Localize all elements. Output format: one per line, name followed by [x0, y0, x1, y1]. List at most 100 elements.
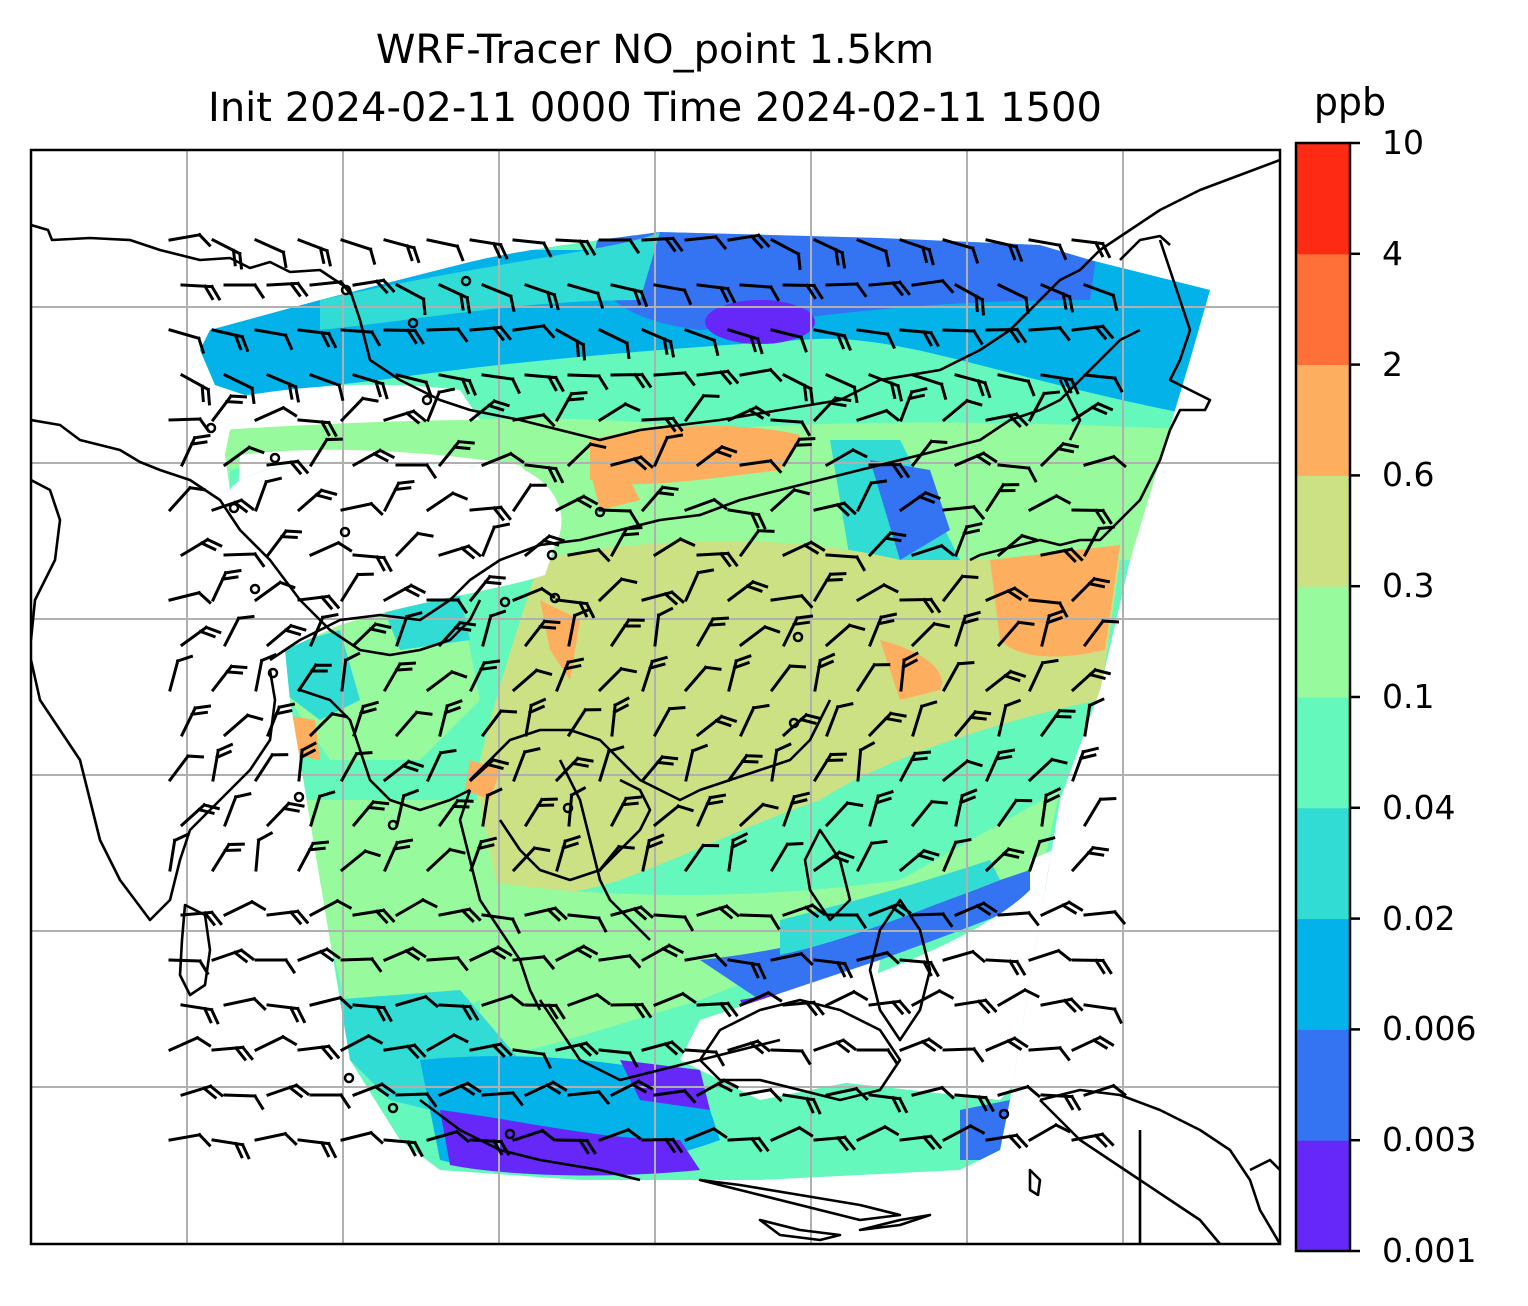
colorbar-tick-label: 0.001 — [1382, 1231, 1477, 1270]
wind-barb — [867, 711, 907, 738]
wind-barb — [610, 372, 653, 389]
wind-barb — [309, 373, 345, 402]
wind-barb — [781, 712, 823, 738]
calm-wind-circle — [407, 317, 419, 329]
wind-barb — [266, 459, 310, 476]
wind-barb — [555, 657, 585, 692]
wind-barb — [511, 483, 547, 513]
wind-barb — [168, 832, 190, 872]
wind-barb — [554, 390, 588, 423]
wind-barb — [770, 742, 792, 782]
calm-wind-circle — [340, 284, 352, 296]
wind-barb — [997, 698, 1022, 737]
wind-barb — [266, 909, 310, 926]
wind-barb — [825, 702, 854, 737]
wind-barb — [211, 1138, 251, 1160]
wind-barb — [770, 328, 808, 353]
calm-wind-circle — [387, 1102, 399, 1114]
wind-barb — [1071, 746, 1100, 782]
calm-wind-circle — [343, 1072, 355, 1084]
wind-barb — [942, 504, 986, 521]
wind-barb — [523, 619, 561, 648]
wind-barb — [812, 752, 847, 783]
wind-barb — [512, 1048, 552, 1070]
wind-barb — [996, 798, 1033, 828]
wind-barb — [179, 625, 222, 648]
calm-wind-circle — [387, 819, 399, 831]
wind-barb — [695, 444, 738, 468]
wind-barb — [168, 958, 210, 976]
wind-barb — [1028, 836, 1056, 872]
wind-barb — [554, 944, 599, 963]
wind-barb — [825, 553, 867, 572]
wind-barb — [382, 759, 425, 783]
wind-barb — [352, 553, 393, 573]
wind-barb — [266, 373, 301, 403]
wind-barb — [168, 416, 211, 433]
wind-barb — [555, 238, 597, 257]
wind-barb — [566, 442, 607, 468]
wind-barb — [437, 620, 477, 648]
wind-barb — [739, 283, 781, 302]
wind-barb — [438, 1003, 480, 1022]
wind-barb — [352, 908, 396, 925]
wind-barb — [684, 743, 709, 782]
wind-barb — [383, 1043, 427, 1060]
wind-barb — [468, 574, 506, 603]
wind-barb — [954, 522, 983, 557]
wind-barbs — [167, 232, 1127, 1160]
wind-barb — [855, 479, 888, 513]
wind-barb — [382, 661, 416, 693]
wind-barb — [297, 1044, 341, 1061]
wind-barb — [770, 951, 814, 966]
colorbar-tick-label: 0.006 — [1382, 1009, 1477, 1049]
wind-barb — [426, 748, 457, 782]
wind-barb — [856, 238, 891, 268]
wind-barb — [222, 713, 264, 738]
wind-barb — [1027, 493, 1072, 513]
wind-barb — [985, 748, 1016, 782]
wind-barb — [351, 799, 390, 828]
wind-barb — [296, 488, 338, 513]
wind-barb — [640, 485, 679, 513]
wind-barb — [899, 1134, 943, 1151]
wind-barb — [597, 666, 638, 693]
wind-barb — [856, 950, 900, 965]
wind-barb — [856, 1047, 899, 1065]
wind-barb — [211, 1045, 255, 1062]
wind-barb — [597, 402, 641, 423]
wind-barb — [339, 1033, 384, 1053]
wind-barb — [954, 1093, 995, 1113]
wind-barb — [770, 418, 812, 437]
wind-barb — [739, 990, 783, 1007]
wind-barb — [394, 710, 433, 738]
wind-barb — [598, 953, 642, 969]
wind-barb — [898, 750, 932, 783]
wind-barb — [738, 624, 781, 648]
wind-barb — [942, 238, 980, 264]
wind-barb — [438, 544, 482, 560]
wind-barb — [481, 373, 521, 395]
wind-barb — [309, 790, 336, 827]
wind-barb — [598, 1048, 639, 1068]
calm-wind-circle — [594, 506, 606, 518]
wind-barb — [1082, 618, 1120, 648]
wind-barb — [265, 801, 305, 828]
wind-barb — [727, 1039, 771, 1055]
wind-barb — [911, 911, 954, 928]
wind-barb — [824, 800, 864, 828]
wind-barb — [684, 1126, 728, 1142]
wind-barb — [911, 543, 955, 557]
wind-barb — [1083, 454, 1127, 469]
wind-barb — [180, 1003, 220, 1025]
wind-barb — [567, 373, 609, 391]
wind-barb — [985, 238, 1024, 263]
wind-barb — [1027, 1122, 1071, 1143]
wind-barb — [223, 551, 266, 568]
wind-barb — [297, 418, 338, 438]
wind-barb — [297, 238, 332, 267]
wind-barb — [782, 1000, 826, 1017]
wind-barb — [382, 479, 415, 513]
wind-barb — [426, 387, 456, 422]
wind-barb — [524, 1003, 566, 1020]
